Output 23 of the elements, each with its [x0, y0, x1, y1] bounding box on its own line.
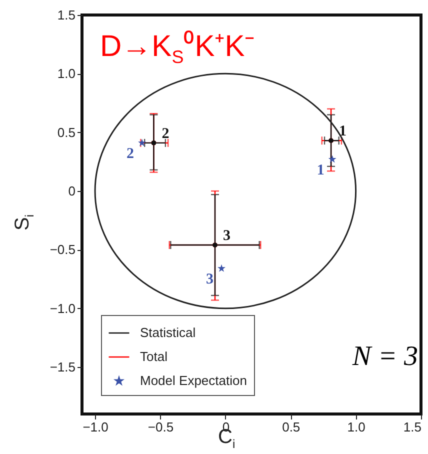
- text: D→K$_{S}$⁰K⁺K⁻: [100, 29, 255, 68]
- annotation: 1: [316, 162, 324, 178]
- annotation: 3: [206, 271, 214, 288]
- annotation: N = 3: [351, 341, 418, 372]
- y-tick-label: −1.5: [50, 360, 76, 375]
- legend-label: Statistical: [140, 325, 196, 340]
- y-tick-label: −1.0: [50, 300, 76, 316]
- y-tick-label: −0.5: [50, 242, 76, 258]
- y-tick-label: 0.5: [57, 124, 76, 140]
- annotation: 3: [222, 228, 230, 244]
- y-tick-label: 1.5: [57, 8, 76, 22]
- x-tick-label: 0.5: [282, 420, 300, 434]
- legend-label: Model Expectation: [140, 373, 247, 388]
- annotation: 2: [162, 126, 170, 142]
- y-tick-label: 1.0: [57, 66, 76, 82]
- annotation: 2: [126, 146, 134, 162]
- x-tick-label: −0.5: [148, 420, 174, 434]
- legend-label: Total: [140, 349, 168, 364]
- x-tick-label: −1.0: [82, 420, 108, 434]
- annotation: 1: [339, 124, 347, 140]
- y-tick-label: 0: [68, 184, 76, 199]
- x-tick-label: 1.5: [403, 420, 422, 434]
- x-tick-label: 1.0: [347, 420, 366, 434]
